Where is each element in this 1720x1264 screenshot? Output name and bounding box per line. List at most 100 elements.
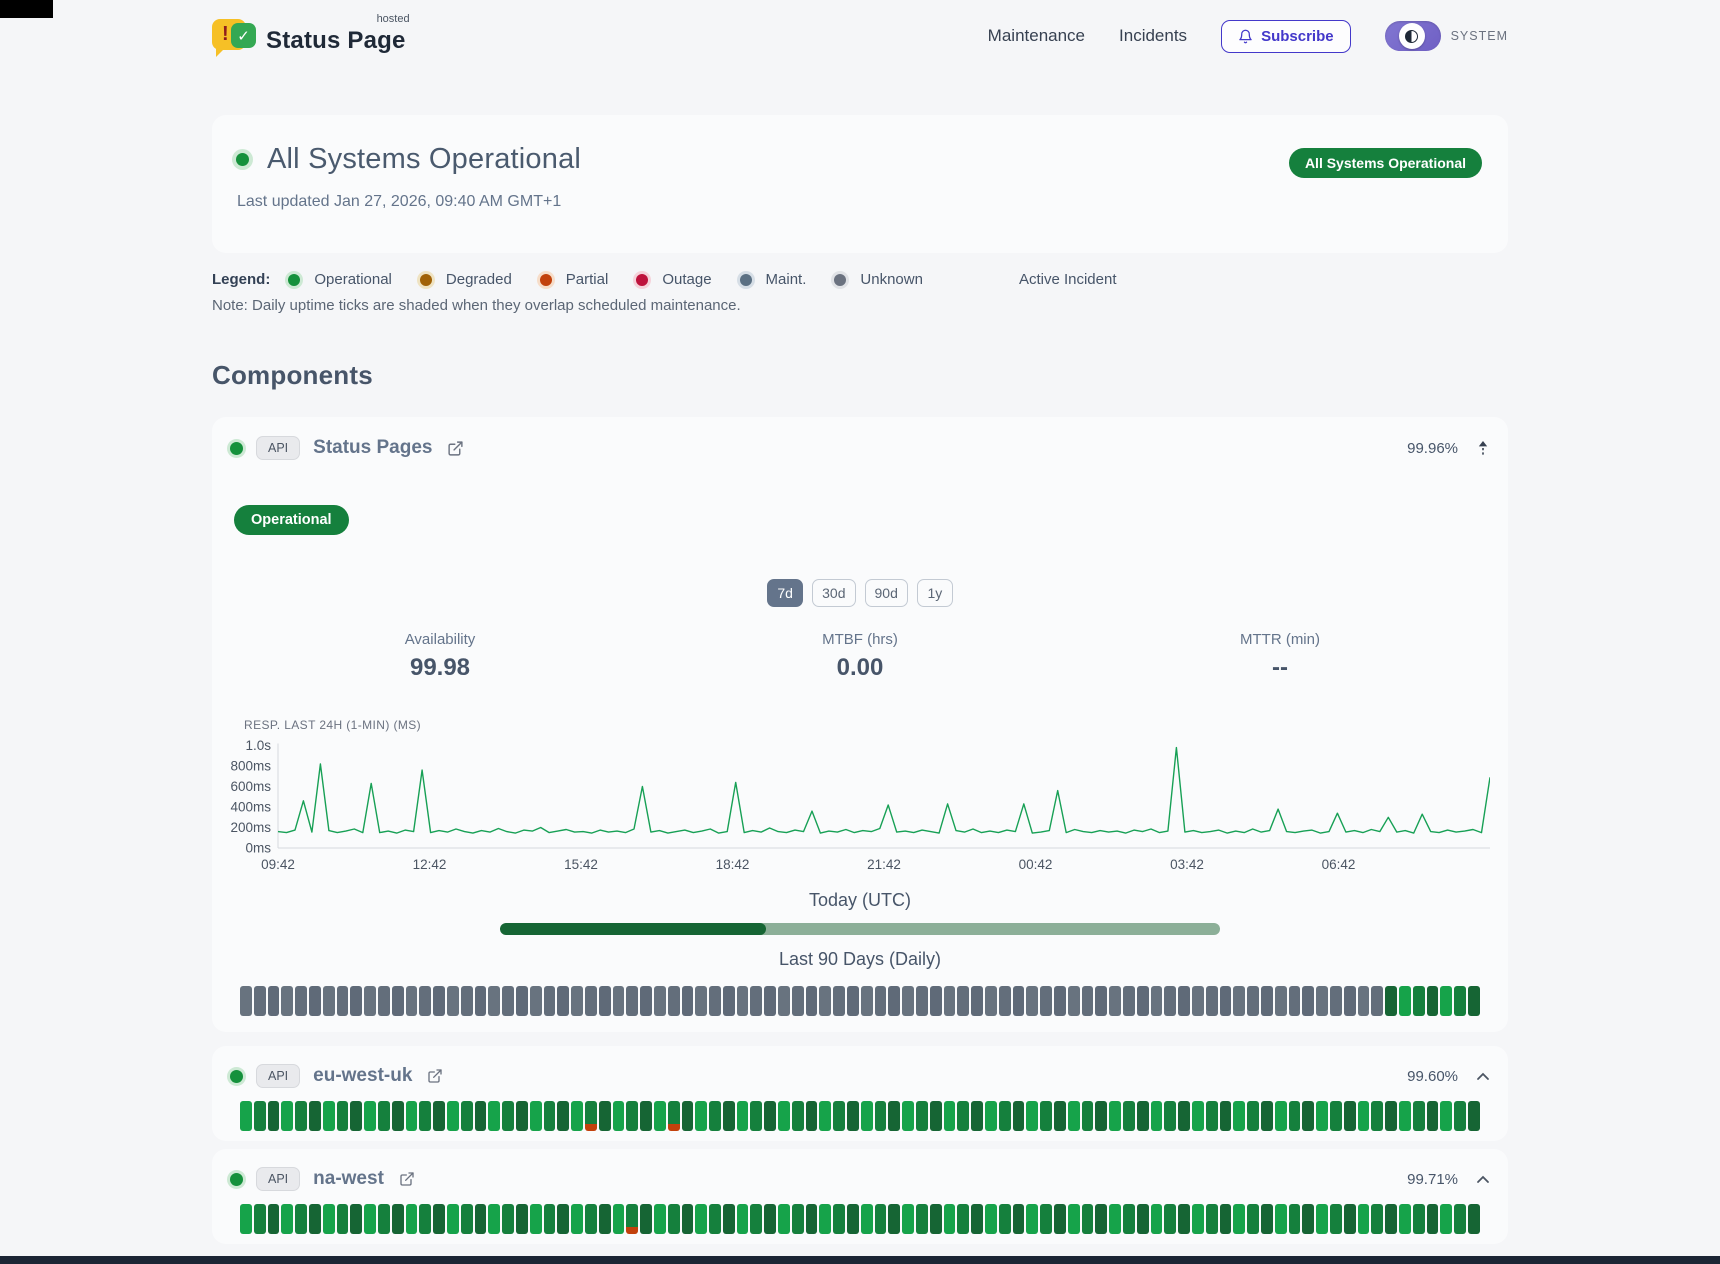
- uptime-tick-operational[interactable]: [929, 1204, 942, 1234]
- uptime-tick-unknown[interactable]: [1316, 986, 1328, 1016]
- uptime-tick-operational[interactable]: [281, 1204, 294, 1234]
- uptime-tick-operational[interactable]: [1426, 1204, 1439, 1234]
- uptime-tick-operational[interactable]: [1398, 986, 1411, 1016]
- uptime-tick-operational[interactable]: [791, 1101, 804, 1131]
- uptime-tick-unknown[interactable]: [902, 986, 915, 1016]
- uptime-tick-operational[interactable]: [1398, 1101, 1411, 1131]
- uptime-tick-unknown[interactable]: [833, 986, 846, 1016]
- uptime-tick-operational[interactable]: [1054, 1204, 1066, 1234]
- uptime-tick-operational[interactable]: [584, 1204, 597, 1234]
- uptime-tick-operational[interactable]: [1109, 1204, 1121, 1234]
- uptime-tick-operational[interactable]: [529, 1101, 542, 1131]
- component-name-status-pages[interactable]: Status Pages: [313, 437, 433, 458]
- uptime-tick-operational[interactable]: [1426, 1101, 1439, 1131]
- uptime-tick-operational[interactable]: [1233, 1101, 1246, 1131]
- uptime-tick-operational[interactable]: [419, 1204, 432, 1234]
- uptime-tick-unknown[interactable]: [322, 986, 335, 1016]
- uptime-tick-unknown[interactable]: [1233, 986, 1246, 1016]
- uptime-tick-unknown[interactable]: [1371, 986, 1384, 1016]
- uptime-tick-operational[interactable]: [1316, 1101, 1328, 1131]
- uptime-tick-unknown[interactable]: [1136, 986, 1149, 1016]
- range-button-1y[interactable]: 1y: [916, 579, 953, 607]
- external-link-icon[interactable]: [427, 1068, 443, 1084]
- uptime-tick-operational[interactable]: [1329, 1101, 1342, 1131]
- uptime-tick-unknown[interactable]: [736, 986, 749, 1016]
- uptime-tick-unknown[interactable]: [1067, 986, 1080, 1016]
- uptime-tick-operational[interactable]: [1081, 1101, 1094, 1131]
- uptime-tick-operational[interactable]: [1385, 1204, 1397, 1234]
- uptime-tick-operational[interactable]: [1426, 986, 1439, 1016]
- uptime-tick-operational[interactable]: [350, 1204, 363, 1234]
- uptime-tick-operational[interactable]: [943, 1204, 956, 1234]
- uptime-tick-operational[interactable]: [1343, 1204, 1356, 1234]
- uptime-tick-operational[interactable]: [985, 1204, 997, 1234]
- uptime-tick-unknown[interactable]: [377, 986, 390, 1016]
- uptime-tick-operational[interactable]: [419, 1101, 432, 1131]
- chevron-up-icon[interactable]: [1476, 1175, 1490, 1184]
- range-button-7d[interactable]: 7d: [767, 579, 804, 607]
- uptime-tick-operational[interactable]: [543, 1204, 556, 1234]
- uptime-tick-operational[interactable]: [1412, 986, 1425, 1016]
- uptime-tick-unknown[interactable]: [874, 986, 887, 1016]
- uptime-tick-operational[interactable]: [460, 1204, 473, 1234]
- uptime-tick-operational[interactable]: [433, 1204, 445, 1234]
- nav-incidents[interactable]: Incidents: [1119, 26, 1188, 45]
- uptime-tick-operational[interactable]: [1012, 1101, 1025, 1131]
- uptime-tick-operational[interactable]: [709, 1204, 721, 1234]
- uptime-tick-unknown[interactable]: [957, 986, 970, 1016]
- uptime-tick-operational[interactable]: [557, 1101, 570, 1131]
- uptime-tick-unknown[interactable]: [460, 986, 473, 1016]
- uptime-tick-unknown[interactable]: [295, 986, 307, 1016]
- uptime-tick-operational[interactable]: [612, 1101, 625, 1131]
- uptime-tick-operational[interactable]: [764, 1204, 777, 1234]
- uptime-tick-operational[interactable]: [391, 1204, 404, 1234]
- uptime-tick-operational[interactable]: [640, 1101, 652, 1131]
- uptime-tick-operational[interactable]: [1067, 1204, 1080, 1234]
- uptime-tick-unknown[interactable]: [1026, 986, 1039, 1016]
- uptime-tick-operational[interactable]: [295, 1204, 307, 1234]
- uptime-tick-operational[interactable]: [377, 1101, 390, 1131]
- uptime-tick-unknown[interactable]: [571, 986, 583, 1016]
- uptime-tick-operational[interactable]: [322, 1204, 335, 1234]
- uptime-tick-operational[interactable]: [902, 1204, 915, 1234]
- uptime-tick-unknown[interactable]: [1164, 986, 1177, 1016]
- uptime-tick-operational[interactable]: [736, 1204, 749, 1234]
- uptime-tick-operational[interactable]: [598, 1204, 611, 1234]
- uptime-tick-partial[interactable]: [626, 1204, 639, 1234]
- uptime-tick-unknown[interactable]: [1191, 986, 1204, 1016]
- uptime-tick-operational[interactable]: [488, 1204, 501, 1234]
- uptime-tick-operational[interactable]: [1219, 1204, 1232, 1234]
- uptime-tick-operational[interactable]: [847, 1204, 859, 1234]
- uptime-tick-operational[interactable]: [598, 1101, 611, 1131]
- uptime-tick-unknown[interactable]: [281, 986, 294, 1016]
- uptime-tick-operational[interactable]: [819, 1101, 832, 1131]
- uptime-tick-operational[interactable]: [805, 1101, 818, 1131]
- uptime-tick-operational[interactable]: [695, 1101, 708, 1131]
- uptime-tick-operational[interactable]: [1040, 1204, 1053, 1234]
- uptime-tick-operational[interactable]: [1440, 1204, 1453, 1234]
- uptime-tick-operational[interactable]: [957, 1204, 970, 1234]
- uptime-tick-operational[interactable]: [640, 1204, 652, 1234]
- external-link-icon[interactable]: [399, 1171, 415, 1187]
- component-name-eu-west-uk[interactable]: eu-west-uk: [313, 1065, 413, 1086]
- uptime-tick-operational[interactable]: [474, 1101, 487, 1131]
- uptime-tick-operational[interactable]: [860, 1101, 873, 1131]
- uptime-tick-operational[interactable]: [364, 1204, 376, 1234]
- uptime-tick-operational[interactable]: [433, 1101, 445, 1131]
- uptime-tick-unknown[interactable]: [502, 986, 514, 1016]
- uptime-tick-unknown[interactable]: [1123, 986, 1135, 1016]
- uptime-tick-unknown[interactable]: [1274, 986, 1287, 1016]
- uptime-tick-operational[interactable]: [1454, 986, 1466, 1016]
- uptime-tick-operational[interactable]: [874, 1204, 887, 1234]
- uptime-tick-operational[interactable]: [819, 1204, 832, 1234]
- uptime-tick-operational[interactable]: [888, 1101, 901, 1131]
- uptime-tick-unknown[interactable]: [488, 986, 501, 1016]
- uptime-tick-operational[interactable]: [957, 1101, 970, 1131]
- uptime-tick-operational[interactable]: [626, 1101, 639, 1131]
- uptime-tick-unknown[interactable]: [722, 986, 735, 1016]
- uptime-tick-unknown[interactable]: [750, 986, 763, 1016]
- uptime-tick-operational[interactable]: [1357, 1101, 1370, 1131]
- uptime-tick-operational[interactable]: [1191, 1101, 1204, 1131]
- uptime-tick-unknown[interactable]: [985, 986, 997, 1016]
- uptime-tick-operational[interactable]: [446, 1101, 459, 1131]
